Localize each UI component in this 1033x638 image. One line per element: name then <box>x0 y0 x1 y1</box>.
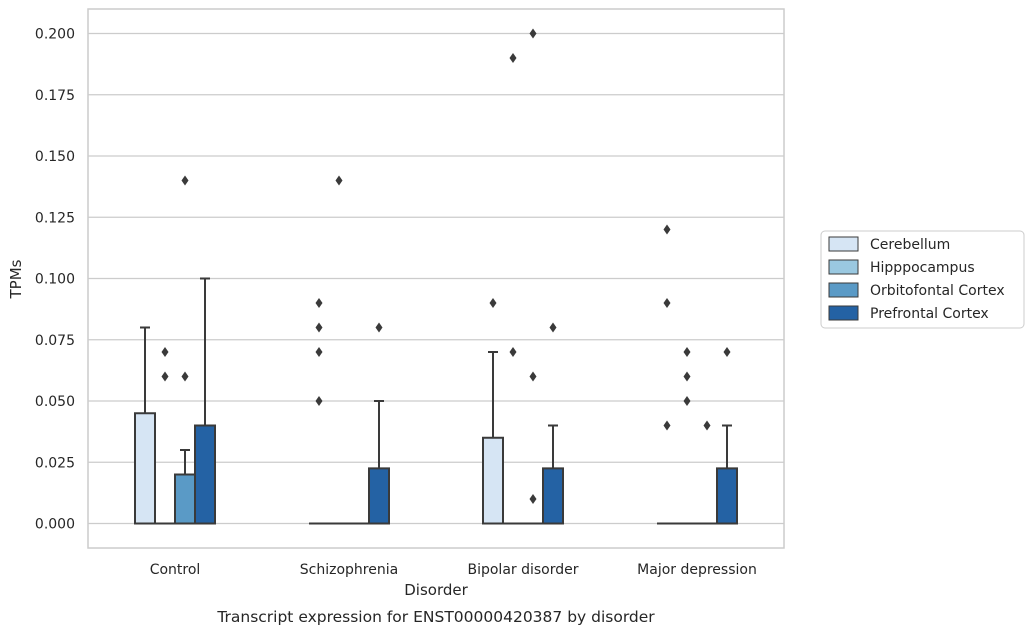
outlier-point <box>161 371 169 382</box>
outlier-point <box>181 371 189 382</box>
box <box>368 467 390 525</box>
outlier-point <box>315 396 323 406</box>
outlier-point <box>509 347 517 357</box>
chart-title: Transcript expression for ENST0000042038… <box>216 608 655 626</box>
outlier-point <box>723 347 731 357</box>
outlier-point <box>703 420 711 431</box>
y-tick-label: 0.075 <box>35 333 75 349</box>
outlier-point <box>375 322 383 333</box>
box <box>134 412 156 525</box>
outlier-point <box>683 371 691 382</box>
boxes <box>134 28 738 525</box>
outlier-point <box>315 298 323 308</box>
y-tick-label: 0.100 <box>35 272 75 288</box>
y-tick-label: 0.175 <box>35 88 75 104</box>
legend-swatch <box>828 305 859 321</box>
outlier-point <box>315 347 323 357</box>
outlier-point <box>529 28 537 39</box>
y-tick-label: 0.025 <box>35 455 75 471</box>
outlier-point <box>161 347 169 357</box>
y-axis-label: TPMs <box>7 259 25 299</box>
outlier-point <box>335 175 343 186</box>
outlier-point <box>683 396 691 406</box>
plot-frame <box>87 8 785 549</box>
outlier-point <box>683 347 691 357</box>
legend-label: Hipppocampus <box>870 260 975 276</box>
legend-label: Cerebellum <box>870 237 950 253</box>
x-axis-label: Disorder <box>404 581 468 599</box>
outlier-point <box>529 494 537 504</box>
outlier-point <box>529 371 537 382</box>
outlier-point <box>489 298 497 308</box>
box <box>174 473 196 525</box>
outlier-point <box>181 175 189 186</box>
box <box>194 424 216 525</box>
legend-label: Orbitofontal Cortex <box>870 283 1005 299</box>
box <box>716 467 738 525</box>
legend-swatch <box>828 236 859 252</box>
box <box>542 467 564 525</box>
y-tick-labels: 0.000 0.025 0.050 0.075 0.100 0.125 0.150 0.175… <box>35 27 75 533</box>
legend-swatch <box>828 259 859 275</box>
outlier-point <box>663 420 671 431</box>
x-tick-label: Control <box>150 562 201 578</box>
y-tick-label: 0.000 <box>35 517 75 533</box>
x-tick-label: Bipolar disorder <box>467 562 578 578</box>
legend-frame <box>820 230 1025 329</box>
box <box>482 436 504 525</box>
legend-swatch <box>828 282 859 298</box>
legend-label: Prefrontal Cortex <box>870 306 989 322</box>
outlier-point <box>315 322 323 333</box>
x-tick-label: Schizophrenia <box>300 562 398 578</box>
outlier-point <box>663 298 671 308</box>
y-tick-label: 0.125 <box>35 210 75 226</box>
legend: Cerebellum Hipppocampus Orbitofontal Corte… <box>820 230 1025 329</box>
outlier-point <box>663 224 671 235</box>
y-tick-label: 0.050 <box>35 394 75 410</box>
y-tick-label: 0.150 <box>35 149 75 165</box>
outlier-point <box>509 53 517 63</box>
x-tick-labels: Control Schizophrenia Bipolar disorder Majo… <box>150 562 757 578</box>
x-tick-label: Major depression <box>637 562 757 578</box>
y-tick-label: 0.200 <box>35 27 75 43</box>
outlier-point <box>549 322 557 333</box>
